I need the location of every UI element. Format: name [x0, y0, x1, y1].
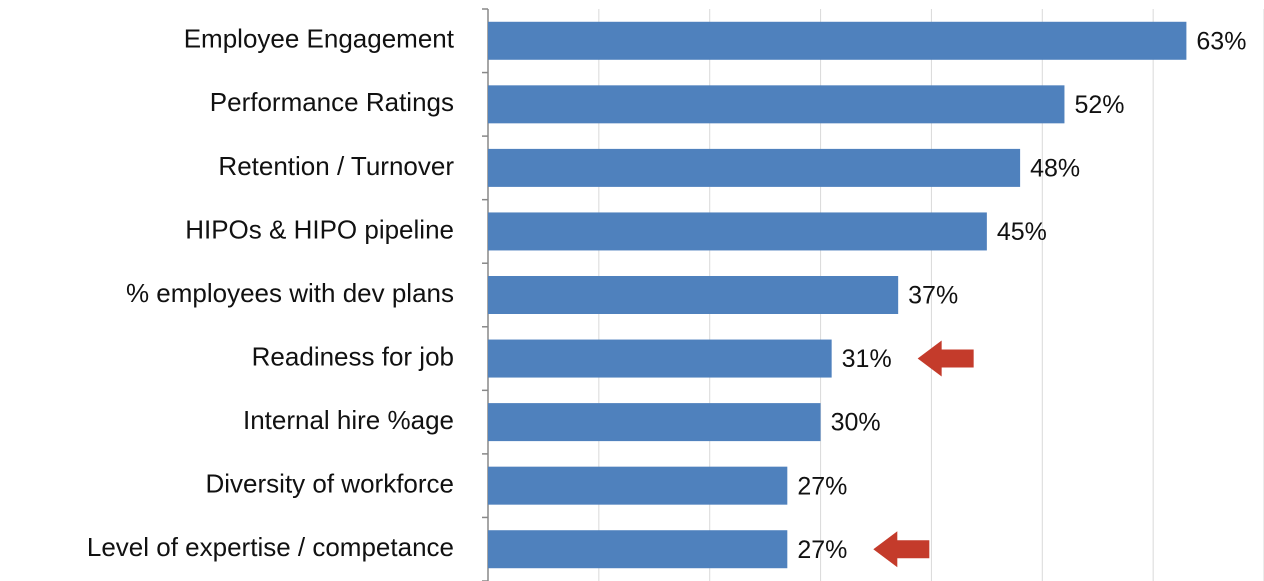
bar: [488, 403, 821, 442]
category-label: Internal hire %age: [243, 405, 454, 435]
bar: [488, 339, 832, 378]
bar: [488, 148, 1021, 187]
bar: [488, 21, 1187, 60]
highlight-arrow: [873, 531, 930, 568]
category-label: Retention / Turnover: [218, 151, 454, 181]
bar: [488, 85, 1065, 124]
category-label: Diversity of workforce: [206, 469, 455, 499]
value-label: 31%: [842, 345, 892, 373]
value-label: 27%: [797, 536, 847, 564]
value-label: 52%: [1074, 91, 1124, 119]
category-label: Performance Ratings: [210, 87, 454, 117]
highlight-arrow: [917, 340, 974, 377]
value-label: 27%: [797, 472, 847, 500]
category-label: % employees with dev plans: [126, 278, 454, 308]
value-label: 48%: [1030, 154, 1080, 182]
value-label: 63%: [1196, 27, 1246, 55]
category-label: Employee Engagement: [184, 24, 455, 54]
value-label: 45%: [997, 218, 1047, 246]
category-label: Readiness for job: [252, 341, 454, 371]
value-label: 30%: [831, 409, 881, 437]
bar: [488, 466, 788, 505]
bar: [488, 276, 899, 314]
category-label: Level of expertise / competance: [87, 532, 454, 562]
bar: [488, 530, 788, 569]
category-label: HIPOs & HIPO pipeline: [185, 214, 454, 244]
bar: [488, 212, 987, 251]
value-label: 37%: [908, 282, 958, 310]
